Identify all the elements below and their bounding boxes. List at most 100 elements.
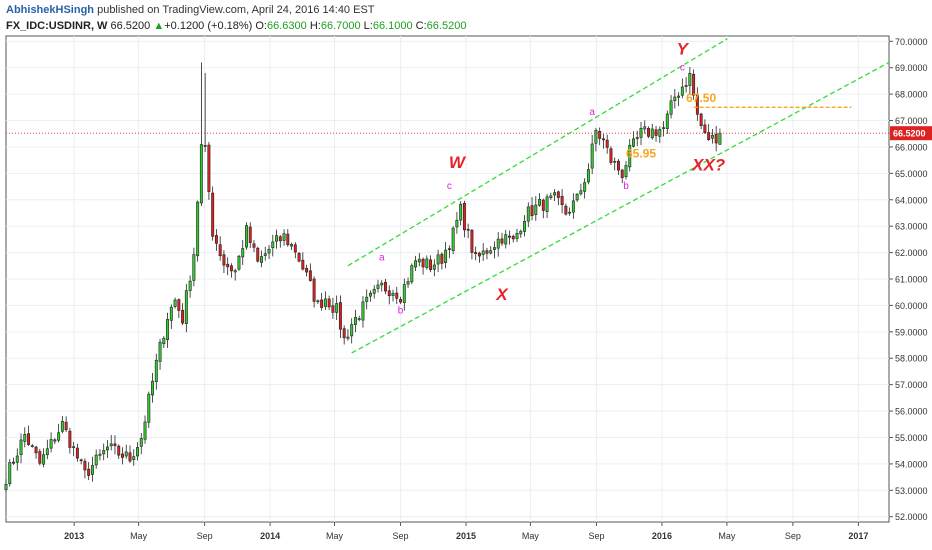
candle-up [8,462,12,484]
annotation-label: 67.50 [686,91,716,105]
candle-up [132,456,136,461]
candle-up [628,144,632,168]
high-value: 66.7000 [320,20,361,32]
y-tick-label: 60.0000 [895,301,928,311]
candle-down [229,265,233,272]
x-tick-label: 2017 [848,531,868,541]
candle-up [489,250,493,254]
candle-down [222,254,226,266]
candle-down [308,270,312,281]
candle-down [530,205,534,216]
candle-up [688,72,692,86]
candle-down [635,137,639,139]
candle-down [248,226,252,243]
candle-down [75,447,79,459]
upper-channel-line [347,38,728,267]
y-tick-label: 69.0000 [895,63,928,73]
candle-down [605,139,609,148]
candle-up [568,211,572,214]
candle-up [586,169,590,183]
candle-up [376,284,380,289]
candle-up [94,454,98,466]
candle-down [564,205,568,215]
candle-up [493,247,496,250]
candle-up [98,453,102,456]
candle-up [109,443,113,447]
candle-up [199,144,203,204]
candle-down [214,235,218,244]
candle-down [684,85,688,87]
x-tick-label: Sep [197,531,213,541]
candle-up [365,296,369,302]
close-value: 66.5200 [426,20,467,32]
candle-up [391,292,395,296]
candle-down [703,124,707,133]
candle-down [331,305,335,313]
candle-up [357,318,361,320]
candle-up [677,95,681,98]
candle-up [680,86,684,96]
candle-down [609,148,613,163]
candle-up [639,128,643,138]
candle-down [113,443,117,446]
y-tick-label: 53.0000 [895,486,928,496]
candle-down [654,129,658,136]
candle-up [271,241,275,249]
candle-down [508,235,511,238]
candle-down [692,73,696,96]
candle-down [226,263,230,268]
candle-up [425,258,429,268]
candle-down [305,267,309,273]
candle-down [429,259,433,270]
candle-down [211,192,215,237]
y-tick-label: 54.0000 [895,459,928,469]
candle-up [169,306,173,321]
open-value: 66.6300 [267,20,307,32]
candle-down [286,233,290,246]
candle-down [616,160,620,171]
candle-up [432,264,436,270]
annotation-label: b [623,181,629,192]
candle-down [695,93,699,115]
candle-up [624,165,628,178]
candle-up [245,225,248,248]
candle-up [353,316,357,325]
y-tick-label: 64.0000 [895,195,928,205]
candle-up [526,206,530,222]
candle-up [290,243,294,247]
x-tick-label: May [130,531,148,541]
publish-header: AbhishekHSingh published on TradingView.… [6,2,375,18]
candle-up [192,254,196,281]
candle-up [590,143,594,169]
candle-up [673,96,677,101]
y-tick-label: 68.0000 [895,90,928,100]
price-axis[interactable]: 52.0000 53.0000 54.0000 55.0000 56.0000 57.00… [889,37,932,522]
author-name[interactable]: AbhishekHSingh [6,4,95,16]
candle-up [538,199,542,206]
candle-up [369,292,372,297]
candle-up [4,484,8,490]
annotation-label: 65.95 [626,147,656,161]
last-price-label: 66.5200 [893,129,926,139]
candle-down [387,290,391,297]
candle-up [30,445,34,448]
candle-up [233,270,237,273]
candle-up [380,282,384,286]
candle-up [151,380,155,396]
candle-down [462,203,466,231]
time-axis[interactable]: 2013 May Sep 2014 May Sep 2015 May Sep 2016 May Sep… [64,522,868,541]
candle-down [38,451,42,464]
candle-down [117,445,121,456]
candle-up [523,220,526,232]
candle-down [421,258,425,268]
candle-up [19,439,23,455]
candle-up [267,248,271,254]
candle-down [203,145,207,147]
candle-up [158,341,162,362]
candle-up [417,258,421,263]
candle-down [34,446,38,454]
symbol-label: FX_IDC:USDINR, W [6,20,108,32]
candle-up [361,301,365,321]
candle-up [237,255,241,270]
